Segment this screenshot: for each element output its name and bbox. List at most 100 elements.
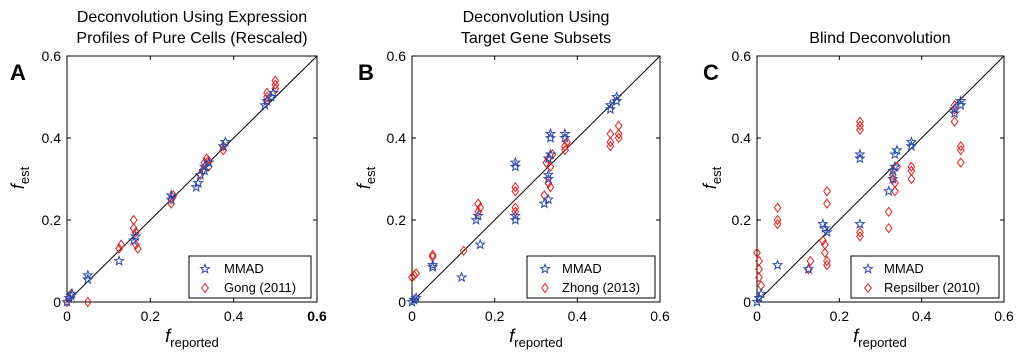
panel-a-point-diamond	[131, 227, 140, 238]
panel-b-ylabel-main: f	[354, 182, 374, 189]
panel-a-legend: MMAD Gong (2011)	[188, 255, 312, 299]
panel-b-legend-label-zhong: Zhong (2013)	[562, 280, 640, 295]
panel-b-xtick-label: 0	[408, 308, 416, 324]
panel-a-ytick-label: 0.2	[42, 212, 62, 228]
panel-a-point-star	[267, 86, 279, 98]
panel-b-xtick-label: 0.2	[485, 308, 505, 324]
panel-c-point-star	[821, 226, 833, 238]
panel-a-point-star	[219, 136, 232, 147]
panel-c-ylabel-sub: est	[709, 166, 724, 184]
panel-a-xtick-label: 0.6	[307, 308, 327, 324]
panel-b-ytick-label: 0	[398, 294, 406, 310]
panel-a-point-star	[82, 269, 94, 281]
panel-b-point-diamond	[614, 128, 623, 140]
panel-a-point-diamond	[271, 79, 280, 90]
panel-a-ylabel-main: f	[8, 182, 28, 189]
panel-a-ticks: 0 0.2 0.4 0.6 0 0.2 0.4 0.6	[42, 48, 327, 324]
panel-a-letter: A	[10, 60, 26, 85]
panel-c-point-diamond	[855, 120, 864, 131]
panel-c-point-star	[948, 107, 961, 119]
panel-c-point-diamond	[907, 161, 916, 172]
panel-a-point-diamond	[115, 243, 124, 254]
panel-a-point-star	[113, 254, 125, 266]
panel-c-point-diamond	[855, 227, 864, 238]
panel-c-point-diamond	[806, 255, 815, 267]
panel-b-ticks: 0 0.2 0.4 0.6 0 0.2 0.4 0.6	[387, 48, 670, 324]
panel-c-point-star	[854, 218, 866, 229]
panel-b-point-diamond	[459, 245, 468, 256]
panel-c-point-star	[889, 160, 901, 172]
panel-a-point-star	[194, 168, 207, 180]
panel-a-point-star	[198, 164, 211, 176]
panel-a-point-star	[82, 273, 94, 285]
panel-c-point-star	[891, 144, 903, 156]
panel-c-point-star	[819, 222, 831, 234]
panel-a-point-star	[202, 156, 215, 168]
panel-c-title-line-1: Blind Deconvolution	[809, 30, 950, 47]
panel-a-point-diamond	[83, 296, 92, 308]
panel-c-xlabel-main: f	[853, 326, 860, 346]
panel-c-point-diamond	[884, 222, 893, 234]
panel-b-point-star	[542, 168, 555, 180]
panel-a-point-star	[130, 230, 142, 242]
panel-b-xtick-label: 0.4	[568, 308, 588, 324]
panel-b-point-diamond	[412, 268, 421, 279]
panel-a-point-star	[192, 177, 204, 188]
panel-c-point-diamond	[818, 235, 827, 246]
panel-c-legend-marker-repsilber	[864, 282, 872, 294]
panel-b-point-diamond	[563, 136, 571, 148]
panel-c-point-diamond	[950, 116, 959, 127]
svg-text:fest: fest	[354, 166, 378, 189]
panel-c-ylabel-main: f	[700, 182, 720, 189]
panel-c-xlabel-sub: reported	[858, 335, 906, 350]
panel-b-ylabel-sub: est	[363, 166, 378, 184]
panel-c-point-star	[905, 140, 918, 152]
panel-c-point-diamond	[823, 255, 831, 267]
panel-b-point-star	[559, 131, 571, 143]
panel-c-point-diamond	[773, 202, 782, 213]
panel-b-point-diamond	[561, 140, 569, 152]
panel-c-ytick-label: 0.2	[732, 212, 752, 228]
panel-b-point-diamond	[606, 140, 615, 152]
panel-c: Blind Deconvolution C 0 0.2 0.4 0.600.20.40…	[700, 30, 1014, 350]
panel-b-ytick-label: 0.2	[387, 212, 407, 228]
panel-b-xlabel-main: f	[509, 326, 516, 346]
panel-c-ytick-label: 0.6	[732, 48, 752, 64]
panel-a-ylabel-sub: est	[17, 166, 32, 184]
panel-a-ytick-label: 0	[53, 294, 61, 310]
panel-c-legend-marker-mmad	[862, 262, 874, 274]
panel-b-point-star	[544, 131, 557, 143]
svg-text:fest: fest	[700, 166, 724, 189]
panel-b-xlabel-sub: reported	[514, 335, 562, 350]
panel-b-point-star	[509, 160, 522, 172]
panel-a-xlabel-sub: reported	[170, 335, 218, 350]
panel-c-point-star	[955, 95, 967, 106]
panel-b-legend-marker-zhong	[541, 282, 549, 294]
panel-b-point-star	[559, 127, 571, 139]
panel-b-point-star	[509, 213, 522, 225]
panel-a-xtick-label: 0.4	[224, 308, 244, 324]
panel-a-point-star	[165, 193, 177, 205]
panel-b-point-diamond	[614, 120, 623, 131]
panel-a-legend-label-gong: Gong (2011)	[224, 280, 296, 295]
panel-c-ticks: 0 0.2 0.4 0.6 0 0.2 0.4 0.6	[732, 48, 1014, 324]
panel-b-xtick-label: 0.6	[650, 308, 670, 324]
panel-b-point-diamond	[542, 157, 551, 168]
panel-b-ytick-label: 0.4	[387, 130, 407, 146]
panel-c-point-star	[905, 136, 918, 147]
panel-c-xtick-label: 0.2	[830, 308, 850, 324]
panel-a-legend-box	[188, 255, 312, 299]
panel-c-points	[751, 95, 967, 307]
panel-a-xtick-label: 0.2	[141, 308, 161, 324]
panel-b-letter: B	[358, 60, 374, 85]
panel-a-legend-diamond	[201, 282, 209, 294]
panel-a-point-star	[66, 287, 78, 299]
panel-b-point-diamond	[474, 206, 483, 218]
panel-a-legend-label-mmad: MMAD	[224, 261, 264, 276]
panel-b-point-diamond	[561, 145, 569, 156]
panel-b-legend-marker-mmad	[539, 262, 551, 274]
panel-c-letter: C	[703, 60, 719, 85]
panel-a-point-diamond	[271, 75, 280, 86]
panel-b-title-line-1: Deconvolution Using	[463, 9, 610, 26]
